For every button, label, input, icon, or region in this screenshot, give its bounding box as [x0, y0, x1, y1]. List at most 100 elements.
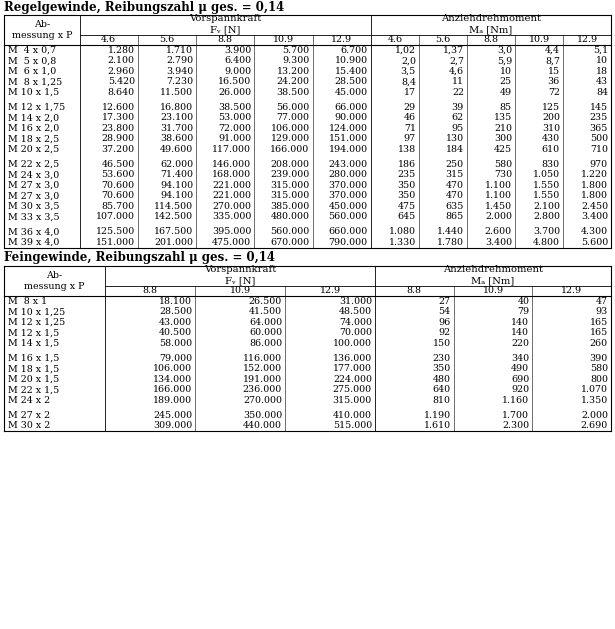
Text: 1,37: 1,37	[443, 46, 464, 55]
Text: 125.500: 125.500	[95, 227, 135, 237]
Text: 350: 350	[432, 364, 451, 373]
Text: 24.200: 24.200	[277, 77, 309, 86]
Text: M 18 x 1,5: M 18 x 1,5	[8, 364, 59, 373]
Text: 64.000: 64.000	[249, 318, 282, 326]
Text: 94.100: 94.100	[160, 191, 193, 200]
Text: 43: 43	[596, 77, 608, 86]
Text: 350: 350	[398, 181, 416, 190]
Text: 66.000: 66.000	[335, 103, 368, 112]
Text: 315.000: 315.000	[333, 396, 372, 404]
Text: Anziehdrehmoment
Mₐ [Nm]: Anziehdrehmoment Mₐ [Nm]	[443, 265, 543, 286]
Text: 730: 730	[494, 170, 512, 179]
Text: 45.000: 45.000	[335, 88, 368, 97]
Text: Vorspannkraft
Fᵥ [N]: Vorspannkraft Fᵥ [N]	[204, 265, 276, 286]
Text: 31.000: 31.000	[339, 297, 372, 306]
Text: 86.000: 86.000	[249, 339, 282, 348]
Text: 12.9: 12.9	[576, 35, 598, 44]
Text: 670.000: 670.000	[271, 238, 309, 247]
Text: 49.600: 49.600	[160, 145, 193, 153]
Text: 660.000: 660.000	[328, 227, 368, 237]
Text: 117.000: 117.000	[212, 145, 252, 153]
Text: 3.400: 3.400	[485, 238, 512, 247]
Text: 300: 300	[494, 134, 512, 143]
Text: 10.9: 10.9	[528, 35, 550, 44]
Text: 46: 46	[404, 113, 416, 122]
Text: 221.000: 221.000	[212, 191, 252, 200]
Text: 2.790: 2.790	[166, 56, 193, 65]
Text: 10.9: 10.9	[273, 35, 294, 44]
Text: 1.610: 1.610	[424, 421, 451, 430]
Text: 134.000: 134.000	[153, 375, 192, 384]
Text: M  8 x 1: M 8 x 1	[8, 297, 47, 306]
Text: 90.000: 90.000	[335, 113, 368, 122]
Text: 270.000: 270.000	[212, 202, 252, 211]
Text: 410.000: 410.000	[333, 411, 372, 420]
Text: 58.000: 58.000	[159, 339, 192, 348]
Text: 106.000: 106.000	[153, 364, 192, 373]
Text: 74.000: 74.000	[339, 318, 372, 326]
Text: M 24 x 2: M 24 x 2	[8, 396, 50, 404]
Text: 17: 17	[404, 88, 416, 97]
Text: 15: 15	[548, 67, 560, 75]
Text: 1.350: 1.350	[581, 396, 608, 404]
Text: 3.940: 3.940	[166, 67, 193, 75]
Text: 1.100: 1.100	[485, 191, 512, 200]
Text: M  8 x 1,25: M 8 x 1,25	[8, 77, 62, 86]
Text: 135: 135	[494, 113, 512, 122]
Text: 2,0: 2,0	[401, 56, 416, 65]
Text: 145: 145	[590, 103, 608, 112]
Text: M 22 x 2,5: M 22 x 2,5	[8, 160, 59, 169]
Text: 100.000: 100.000	[333, 339, 372, 348]
Text: 1.800: 1.800	[581, 181, 608, 190]
Text: 72.000: 72.000	[218, 124, 252, 133]
Text: M 39 x 4,0: M 39 x 4,0	[8, 238, 60, 247]
Text: 1.070: 1.070	[581, 385, 608, 394]
Text: 28.500: 28.500	[335, 77, 368, 86]
Text: 221.000: 221.000	[212, 181, 252, 190]
Text: 10: 10	[500, 67, 512, 75]
Text: 220: 220	[511, 339, 530, 348]
Text: 480.000: 480.000	[271, 212, 309, 221]
Text: 635: 635	[445, 202, 464, 211]
Text: 49: 49	[500, 88, 512, 97]
Text: 450.000: 450.000	[329, 202, 368, 211]
Text: 43.000: 43.000	[159, 318, 192, 326]
Text: 25: 25	[500, 77, 512, 86]
Text: 28.500: 28.500	[159, 307, 192, 316]
Text: 62: 62	[452, 113, 464, 122]
Text: 1.080: 1.080	[389, 227, 416, 237]
Text: 560.000: 560.000	[328, 212, 368, 221]
Text: 309.000: 309.000	[153, 421, 192, 430]
Text: 350: 350	[398, 191, 416, 200]
Text: 395.000: 395.000	[212, 227, 252, 237]
Text: M 27 x 3,0: M 27 x 3,0	[8, 191, 59, 200]
Text: 16.800: 16.800	[160, 103, 193, 112]
Text: 130: 130	[446, 134, 464, 143]
Text: 800: 800	[590, 375, 608, 384]
Text: 645: 645	[398, 212, 416, 221]
Text: 7.230: 7.230	[166, 77, 193, 86]
Text: 129.000: 129.000	[271, 134, 309, 143]
Text: 39: 39	[451, 103, 464, 112]
Text: 53.000: 53.000	[218, 113, 252, 122]
Text: M 12 x 1,25: M 12 x 1,25	[8, 318, 65, 326]
Text: 1.330: 1.330	[389, 238, 416, 247]
Text: 91.000: 91.000	[218, 134, 252, 143]
Text: 370.000: 370.000	[329, 191, 368, 200]
Text: 191.000: 191.000	[243, 375, 282, 384]
Text: 315.000: 315.000	[271, 191, 309, 200]
Text: 13.200: 13.200	[277, 67, 309, 75]
Text: 124.000: 124.000	[329, 124, 368, 133]
Text: 3.900: 3.900	[224, 46, 252, 55]
Text: 370.000: 370.000	[329, 181, 368, 190]
Text: 136.000: 136.000	[333, 353, 372, 363]
Text: 243.000: 243.000	[329, 160, 368, 169]
Text: 18: 18	[596, 67, 608, 75]
Text: 2.100: 2.100	[533, 202, 560, 211]
Text: 70.600: 70.600	[101, 181, 135, 190]
Text: 1,02: 1,02	[395, 46, 416, 55]
Text: M 27 x 3,0: M 27 x 3,0	[8, 181, 59, 190]
Text: 690: 690	[511, 375, 530, 384]
Text: 470: 470	[446, 191, 464, 200]
Text: M 24 x 3,0: M 24 x 3,0	[8, 170, 59, 179]
